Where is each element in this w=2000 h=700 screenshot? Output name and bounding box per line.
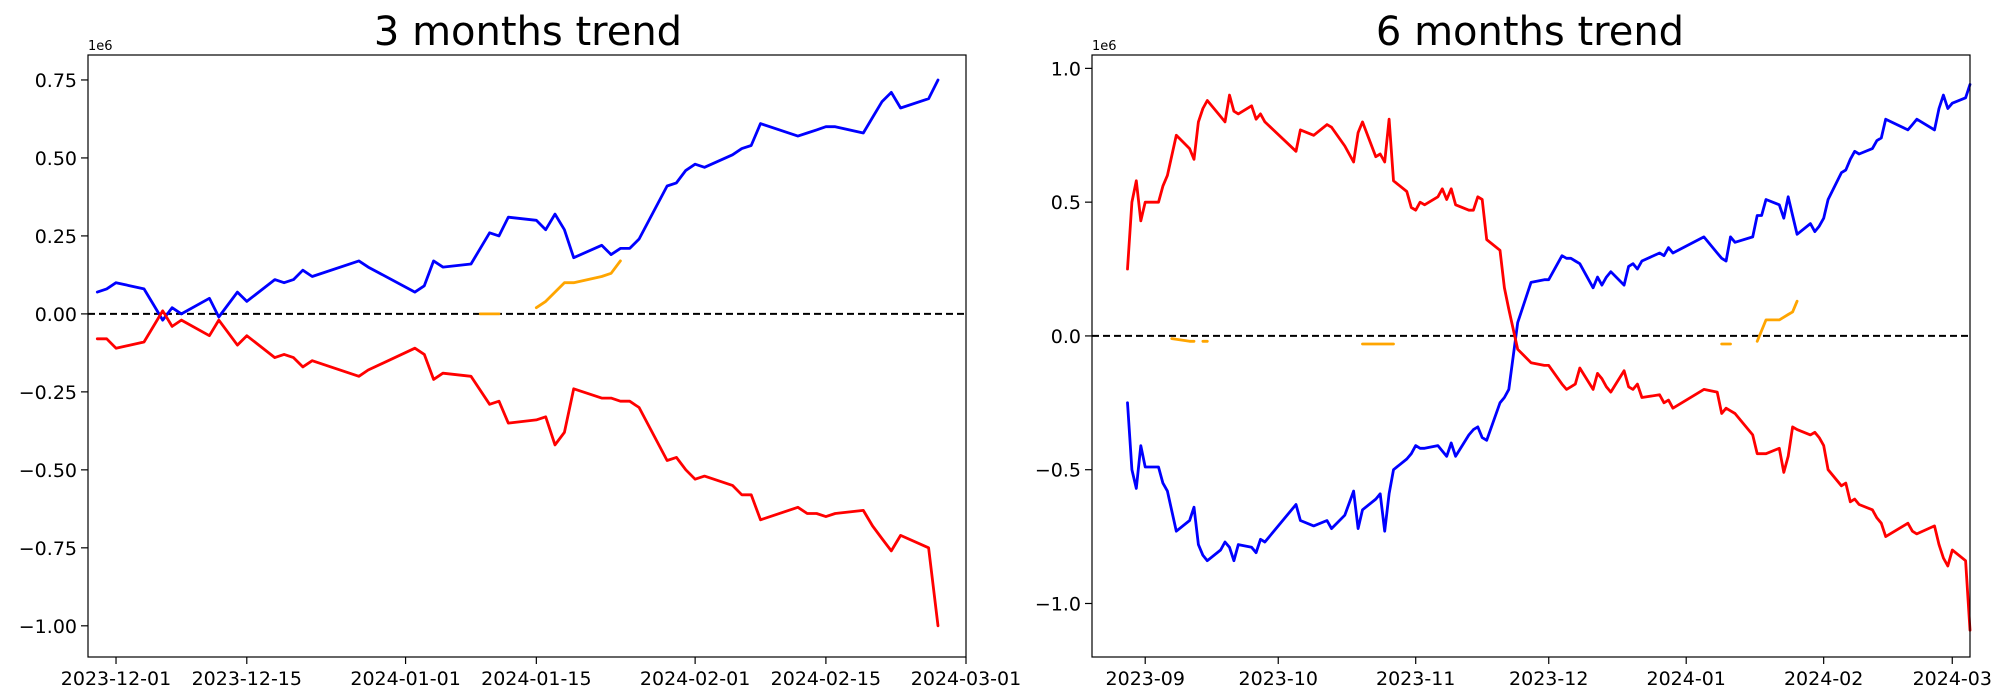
x-tick-label: 2023-12-15 xyxy=(192,668,302,690)
series-line-2 xyxy=(478,259,622,316)
y-tick-label: −0.50 xyxy=(19,460,77,482)
chart-title: 6 months trend xyxy=(1376,9,1684,55)
y-tick-label: 0.75 xyxy=(35,70,77,92)
y-tick-label: 0.5 xyxy=(1051,192,1081,214)
y-axis: −1.0 −0.5 0.0 0.5 1.0 xyxy=(1035,58,1092,615)
x-tick-label: 2024-02-01 xyxy=(640,668,750,690)
x-tick-label: 2024-03 xyxy=(1913,668,1992,690)
x-tick-label: 2024-02 xyxy=(1784,668,1863,690)
series-group xyxy=(1126,83,1972,632)
series-group xyxy=(95,78,940,628)
x-tick-label: 2024-02-15 xyxy=(771,668,881,690)
x-tick-label: 2023-09 xyxy=(1106,668,1185,690)
x-tick-label: 2024-03-01 xyxy=(911,668,1021,690)
x-tick-label: 2023-12 xyxy=(1509,668,1588,690)
x-tick-label: 2024-01-01 xyxy=(350,668,460,690)
x-tick-label: 2024-01-15 xyxy=(481,668,591,690)
x-tick-label: 2024-01 xyxy=(1647,668,1726,690)
x-tick-label: 2023-11 xyxy=(1376,668,1455,690)
plot-area xyxy=(1091,54,1971,658)
series-line-1 xyxy=(95,309,940,628)
chart-6-months: 6 months trend 1e6 −1.0 −0.5 0.0 0.5 1.0 202… xyxy=(1035,9,1992,690)
x-tick-label: 2023-10 xyxy=(1239,668,1318,690)
y-tick-label: 0.25 xyxy=(35,226,77,248)
y-offset-label: 1e6 xyxy=(1092,39,1117,54)
plot-area xyxy=(87,54,967,658)
x-axis: 2023-12-01 2023-12-15 2024-01-01 2024-01-15… xyxy=(61,657,1021,690)
y-offset-label: 1e6 xyxy=(88,39,113,54)
y-tick-label: −0.75 xyxy=(19,538,77,560)
y-tick-label: 0.00 xyxy=(35,304,77,326)
y-tick-label: 0.50 xyxy=(35,148,77,170)
series-line-0 xyxy=(1126,83,1972,563)
series-line-2 xyxy=(1170,299,1799,346)
y-tick-label: 1.0 xyxy=(1051,58,1081,80)
y-tick-label: 0.0 xyxy=(1051,326,1081,348)
y-tick-label: −1.0 xyxy=(1035,593,1081,615)
y-tick-label: −0.5 xyxy=(1035,460,1081,482)
chart-3-months: 3 months trend 1e6 −1.00 −0.75 −0.50 −0.25 0… xyxy=(19,9,1021,690)
y-tick-label: −0.25 xyxy=(19,382,77,404)
x-axis: 2023-09 2023-10 2023-11 2023-12 2024-01 2024-… xyxy=(1106,657,1992,690)
x-tick-label: 2023-12-01 xyxy=(61,668,171,690)
series-line-0 xyxy=(95,78,940,322)
y-axis: −1.00 −0.75 −0.50 −0.25 0.00 0.25 0.50 0.75 xyxy=(19,70,88,638)
chart-title: 3 months trend xyxy=(374,9,682,55)
series-line-1 xyxy=(1126,93,1972,632)
y-tick-label: −1.00 xyxy=(19,616,77,638)
